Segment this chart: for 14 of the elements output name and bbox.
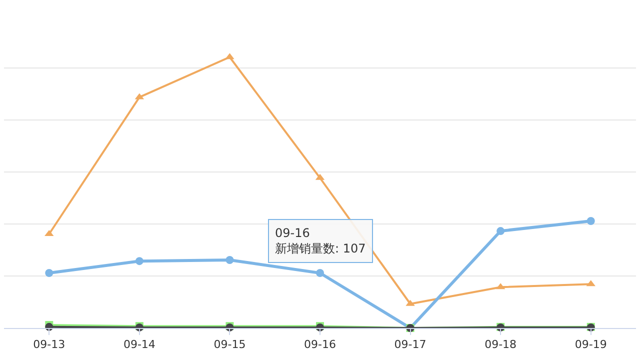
x-tick-label: 09-13 [33,338,66,352]
point [45,269,54,278]
x-tick-label: 09-19 [574,338,607,352]
point [135,257,144,266]
point [226,256,234,264]
point [316,269,324,278]
x-tick-label: 09-16 [304,338,336,352]
x-tick-label: 09-17 [394,338,426,352]
point [586,217,595,225]
annotation: 09-16 新增销量数: 107 [275,226,366,256]
x-tick-label: 09-15 [214,338,246,352]
point [496,227,505,236]
x-tick-label: 09-14 [123,338,156,352]
x-tick-label: 09-18 [484,338,517,352]
